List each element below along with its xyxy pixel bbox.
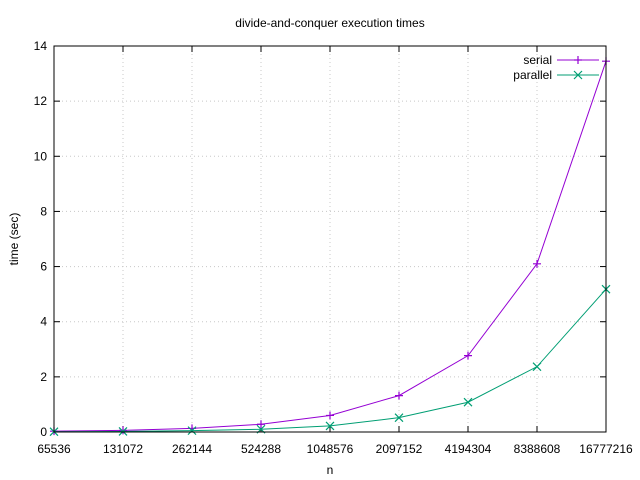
y-tick-label: 6 xyxy=(40,260,47,274)
serial-point xyxy=(464,351,472,360)
parallel-point xyxy=(187,426,197,436)
y-tick-label: 10 xyxy=(34,149,48,163)
x-tick-label: 4194304 xyxy=(445,442,492,456)
y-tick-label: 12 xyxy=(34,94,48,108)
y-tick-label: 14 xyxy=(34,39,48,53)
x-tick-label: 131072 xyxy=(103,442,143,456)
plot-frame xyxy=(53,45,607,433)
legend-label-parallel: parallel xyxy=(513,68,552,82)
x-tick-label: 524288 xyxy=(241,442,281,456)
parallel-point xyxy=(394,413,404,423)
x-tick-label: 1048576 xyxy=(307,442,354,456)
serial-point xyxy=(119,426,127,435)
x-tick-label: 8388608 xyxy=(514,442,561,456)
legend-marker-serial xyxy=(574,56,582,64)
x-tick-label: 262144 xyxy=(172,442,212,456)
x-tick-label: 65536 xyxy=(37,442,71,456)
y-tick-label: 4 xyxy=(40,315,47,329)
serial-point xyxy=(395,391,403,400)
axis-ticks: 0 2 4 6 8 10 12 14 65536 131072 262144 524288 104857… xyxy=(34,39,633,456)
x-tick-label: 16777216 xyxy=(579,442,633,456)
grid xyxy=(54,46,606,432)
serial-point xyxy=(257,420,265,429)
y-tick-label: 8 xyxy=(40,204,47,218)
x-axis-title: n xyxy=(327,463,334,477)
legend-marker-parallel xyxy=(573,70,583,80)
serial-point xyxy=(326,411,334,420)
y-tick-label: 0 xyxy=(40,425,47,439)
chart-title: divide-and-conquer execution times xyxy=(235,16,424,30)
parallel-point xyxy=(463,397,473,407)
parallel-point xyxy=(325,421,335,431)
y-axis-title: time (sec) xyxy=(7,213,21,266)
x-tick-label: 2097152 xyxy=(376,442,423,456)
serial-point xyxy=(533,259,541,268)
parallel-point xyxy=(118,427,128,436)
legend-label-serial: serial xyxy=(523,53,552,67)
y-tick-label: 2 xyxy=(40,370,47,384)
parallel-point xyxy=(532,362,542,372)
